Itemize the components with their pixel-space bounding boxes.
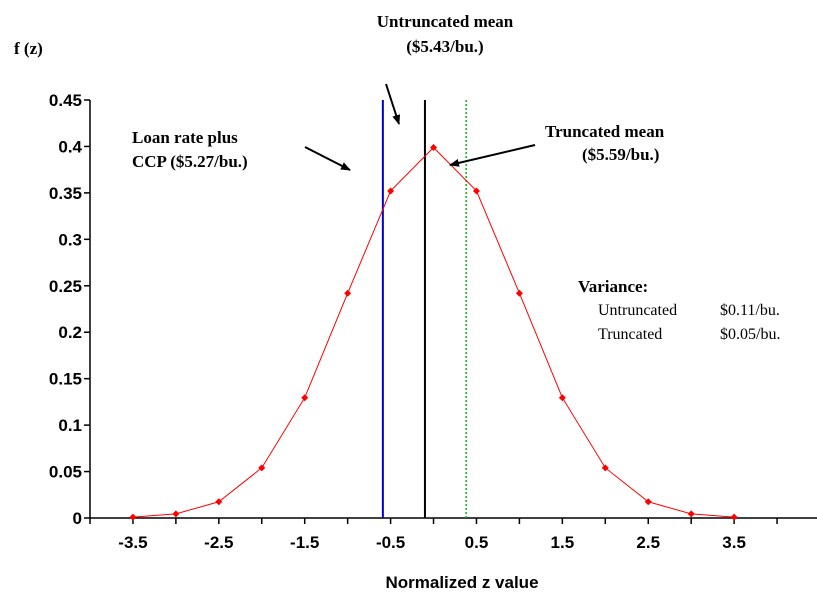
y-tick-label: 0.15: [49, 370, 82, 389]
truncated-mean-arrow: [449, 144, 536, 167]
truncated-mean-label-line2: ($5.59/bu.): [582, 145, 659, 164]
variance-untruncated-value: $0.11/bu.: [720, 302, 780, 319]
data-point: [601, 464, 609, 472]
data-point: [344, 289, 352, 297]
untruncated-mean-label-line2: ($5.43/bu.): [406, 37, 483, 56]
variance-title: Variance:: [578, 277, 648, 296]
y-tick-label: 0.4: [58, 137, 82, 156]
y-tick-label: 0.45: [49, 91, 82, 110]
data-point: [515, 289, 523, 297]
data-point: [687, 510, 695, 518]
x-tick-label: 3.5: [722, 533, 746, 552]
y-tick-label: 0.35: [49, 184, 82, 203]
y-tick-label: 0.3: [58, 230, 82, 249]
x-tick-label: -3.5: [118, 533, 147, 552]
data-point: [301, 394, 309, 402]
loan-rate-label-line2: CCP ($5.27/bu.): [132, 152, 248, 171]
data-point: [129, 513, 137, 521]
y-axis-title: f (z): [14, 39, 43, 58]
loan-rate-label-line1: Loan rate plus: [132, 128, 238, 147]
data-point: [644, 498, 652, 506]
data-point: [558, 394, 566, 402]
y-tick-label: 0.1: [58, 416, 82, 435]
y-tick-label: 0.25: [49, 277, 82, 296]
variance-truncated-value: $0.05/bu.: [720, 326, 780, 343]
data-point: [472, 187, 480, 195]
data-point: [730, 513, 738, 521]
x-axis-title: Normalized z value: [385, 573, 538, 592]
truncated-mean-label-line1: Truncated mean: [545, 122, 665, 141]
data-point: [387, 187, 395, 195]
data-point: [215, 498, 223, 506]
axes: 0 0.05 0.1 0.15 0.2 0.25 0.3 0.35 0.4 0.45 -3.5 -2.…: [49, 91, 817, 552]
data-point: [172, 510, 180, 518]
variance-untruncated-name: Untruncated: [598, 302, 677, 319]
y-tick-label: 0.2: [58, 323, 82, 342]
x-tick-label: 0.5: [465, 533, 489, 552]
untruncated-mean-label-line1: Untruncated mean: [377, 12, 514, 31]
x-tick-label: 1.5: [551, 533, 575, 552]
x-tick-label: -1.5: [290, 533, 319, 552]
x-tick-label: -0.5: [376, 533, 405, 552]
y-tick-label: 0.05: [49, 463, 82, 482]
untruncated-mean-arrow: [385, 83, 401, 125]
reference-lines: [381, 100, 467, 518]
data-point: [430, 143, 438, 151]
variance-truncated-name: Truncated: [598, 326, 662, 343]
x-tick-label: -2.5: [204, 533, 233, 552]
y-tick-label: 0: [73, 509, 82, 528]
series-layer: [129, 143, 738, 521]
x-tick-label: 2.5: [636, 533, 660, 552]
loan-rate-arrow: [304, 146, 351, 171]
data-point: [258, 464, 266, 472]
